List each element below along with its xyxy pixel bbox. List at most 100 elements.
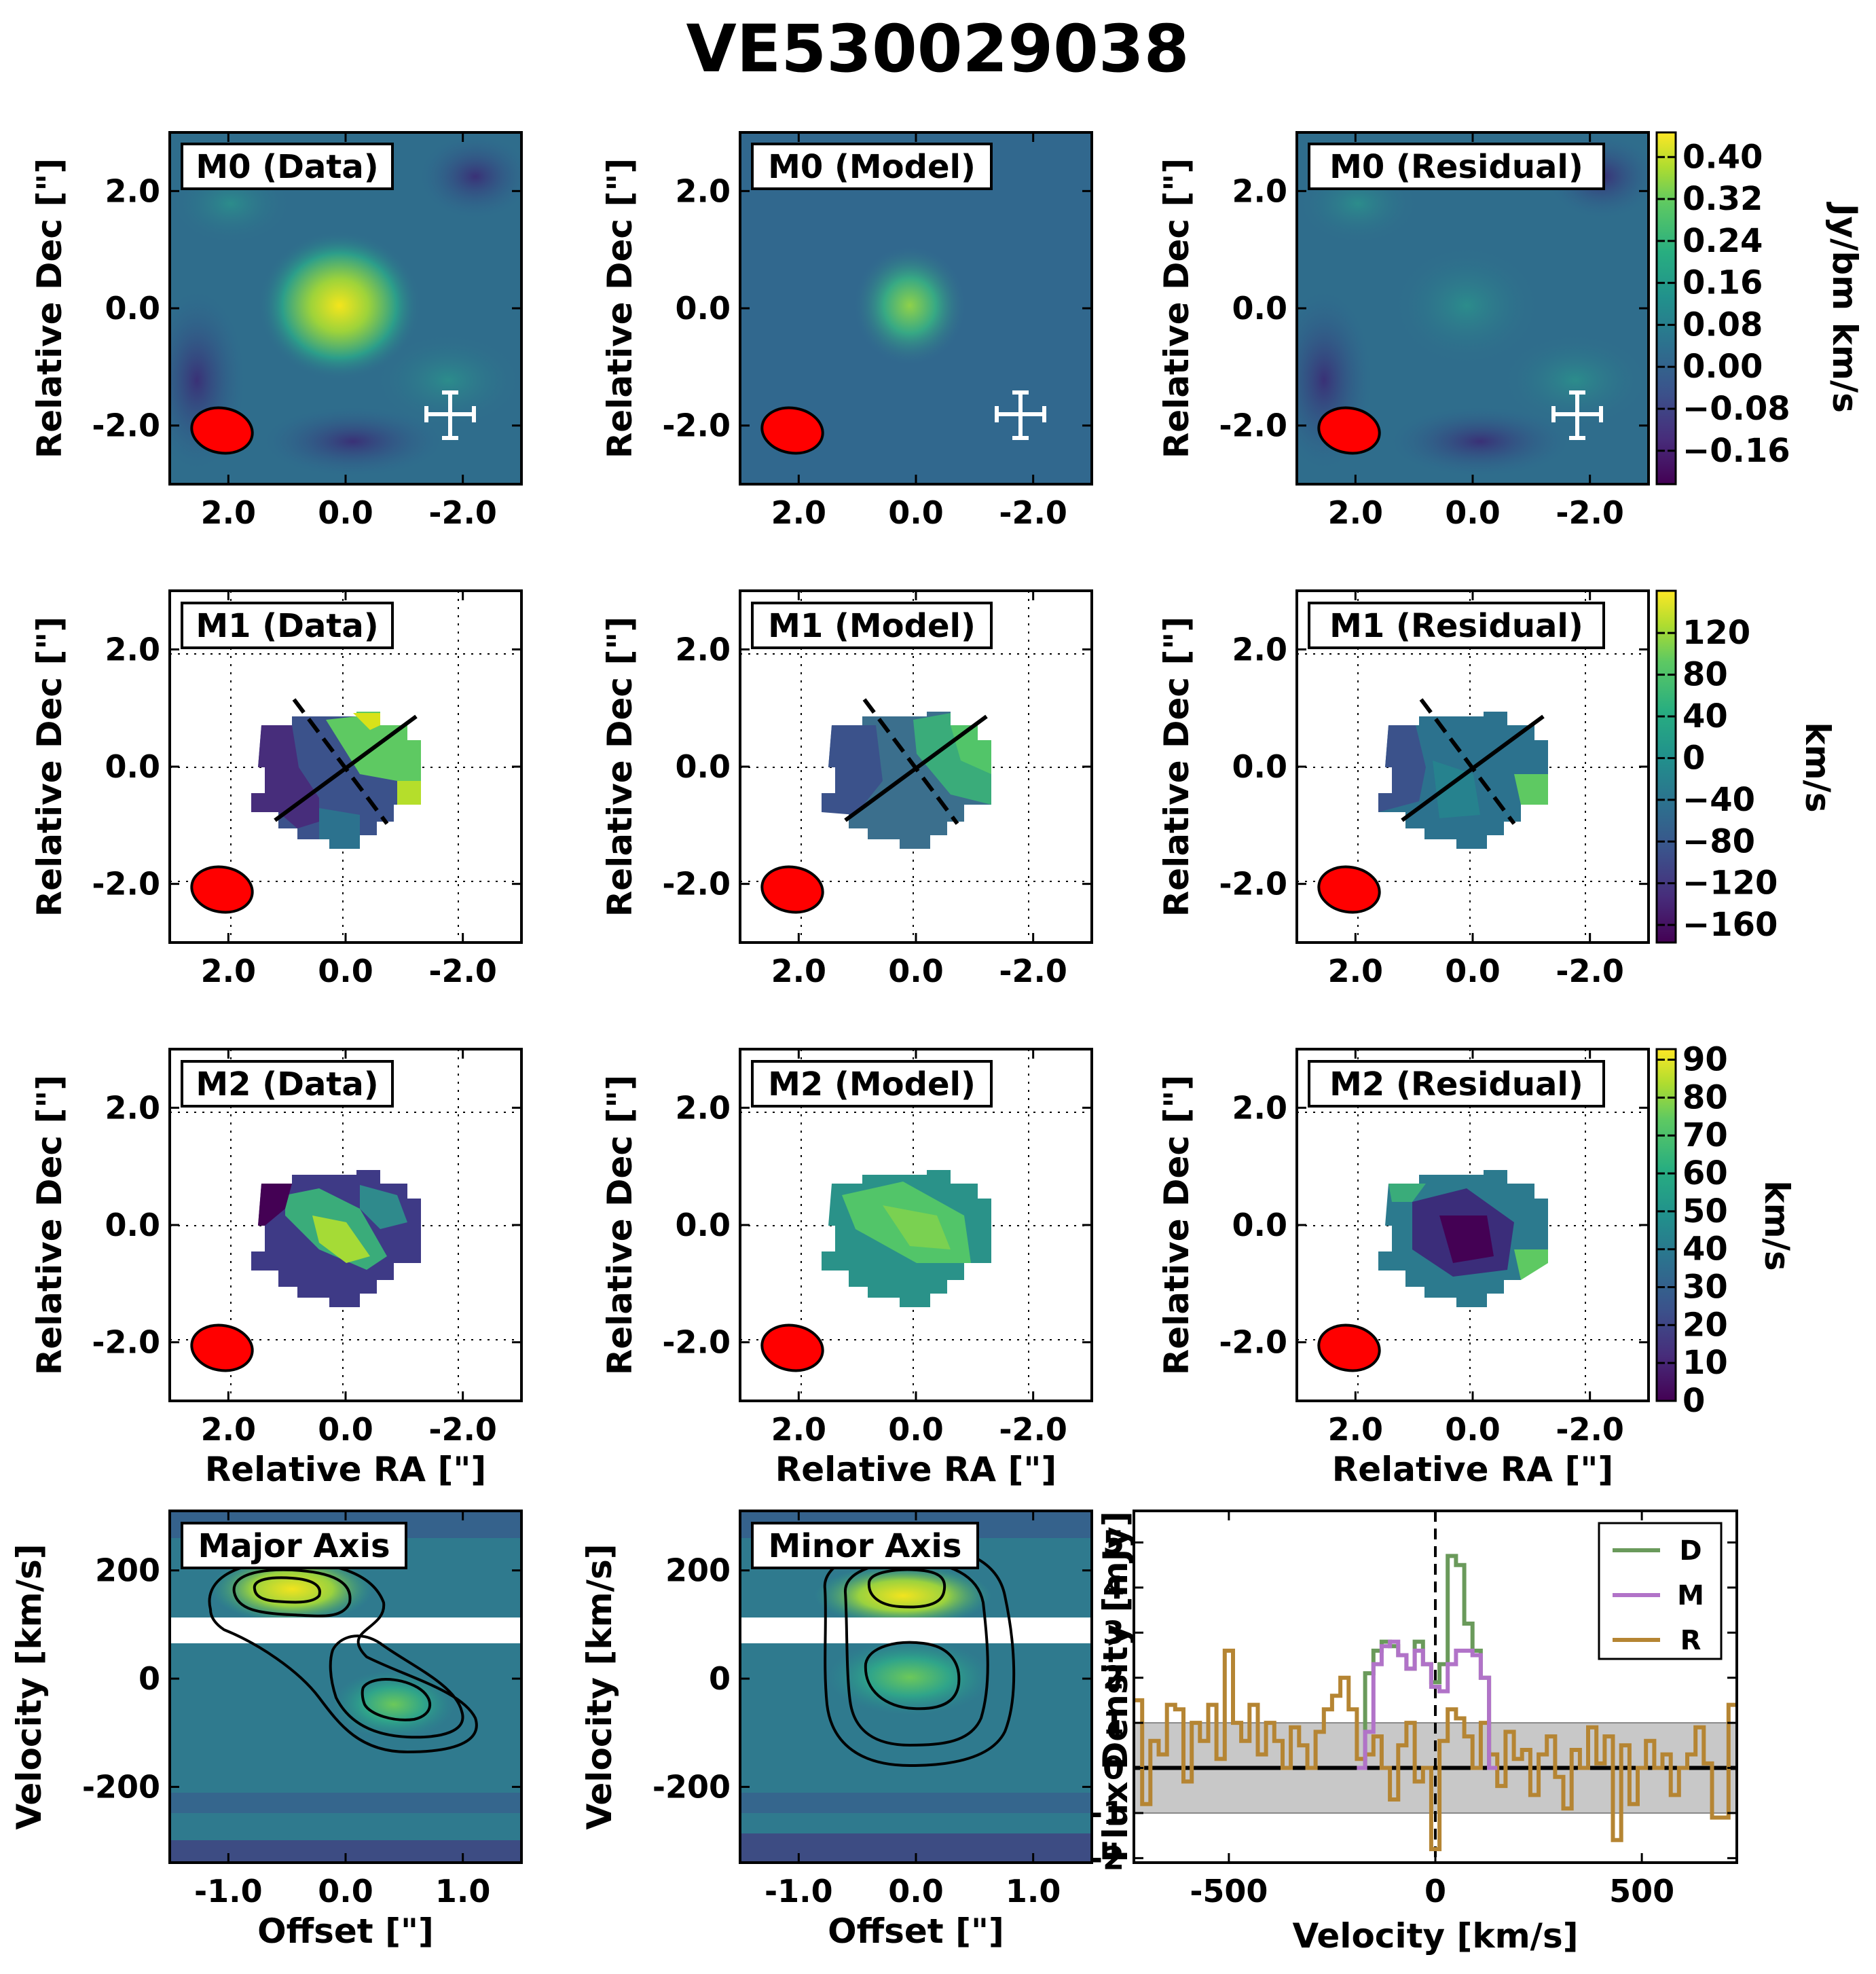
- y-tick-label: 0: [709, 1660, 731, 1697]
- x-tick-label: -2.0: [999, 1411, 1067, 1448]
- y-tick-label: 0.0: [676, 290, 731, 327]
- x-tick-label: 0.0: [1445, 953, 1501, 989]
- m0-residual-panel: M0 (Residual): [1295, 131, 1650, 486]
- colorbar-tick-label: −0.08: [1682, 390, 1790, 428]
- m0-colorbar-label: Jy/bm km/s: [1825, 202, 1864, 413]
- y-tick-label: -2.0: [92, 866, 160, 902]
- x-axis-label: Offset ["]: [257, 1912, 434, 1951]
- m1-data-label-box: M1 (Data): [181, 602, 394, 649]
- spectrum-y-tick-label: 2: [1103, 1660, 1124, 1696]
- m2-residual-label: M2 (Residual): [1329, 1065, 1583, 1103]
- m2-model-dispersion-field: [822, 1170, 991, 1307]
- y-tick-label: 200: [665, 1552, 731, 1589]
- beam-ellipse: [760, 1323, 824, 1372]
- error-cross: [995, 390, 1046, 440]
- x-tick-label: -2.0: [1556, 494, 1624, 531]
- m1-model-label: M1 (Model): [768, 607, 976, 645]
- m1-residual-panel: M1 (Residual): [1295, 589, 1650, 944]
- x-tick-label: -1.0: [194, 1873, 263, 1909]
- y-axis-label: Relative Dec ["]: [30, 617, 69, 917]
- m2-residual-dispersion-field: [1378, 1170, 1548, 1307]
- pv-major-label-box: Major Axis: [181, 1522, 407, 1569]
- m2-residual-label-box: M2 (Residual): [1308, 1060, 1605, 1108]
- m2-residual-panel: M2 (Residual): [1295, 1048, 1650, 1402]
- y-tick-label: 0.0: [105, 290, 161, 327]
- colorbar-tick-label: −40: [1682, 781, 1755, 819]
- y-tick-label: 0: [139, 1660, 160, 1697]
- m1-residual-minor-axis: [1419, 698, 1516, 825]
- beam-ellipse: [190, 865, 254, 914]
- pv-major-contours: [208, 1560, 478, 1754]
- colorbar-tick-label: 0.32: [1682, 180, 1763, 218]
- beam-ellipse: [190, 1323, 254, 1372]
- y-tick-label: 2.0: [676, 172, 731, 209]
- x-tick-label: 0.0: [888, 1411, 944, 1448]
- x-tick-label: 0.0: [318, 494, 373, 531]
- m2-data-dispersion-field: [251, 1170, 421, 1307]
- m1-residual-label-box: M1 (Residual): [1308, 602, 1605, 649]
- m2-data-panel: M2 (Data): [168, 1048, 523, 1402]
- m1-colorbar-label: km/s: [1798, 722, 1837, 812]
- x-axis-label: Relative RA ["]: [1332, 1450, 1614, 1489]
- spectrum-x-tick-label: -500: [1190, 1873, 1268, 1909]
- m0-model-label-box: M0 (Model): [751, 143, 993, 190]
- y-axis-label: Relative Dec ["]: [600, 617, 640, 917]
- m0-model-label: M0 (Model): [768, 148, 976, 186]
- pv-minor-masked-band: [740, 1617, 1092, 1643]
- y-axis-label: Relative Dec ["]: [1157, 158, 1196, 458]
- spectrum-y-tick-label: -2: [1090, 1840, 1124, 1876]
- legend-label-D: D: [1679, 1535, 1702, 1567]
- x-tick-label: 0.0: [888, 953, 944, 989]
- y-tick-label: -200: [652, 1768, 731, 1805]
- y-tick-label: 2.0: [105, 172, 161, 209]
- x-tick-label: 2.0: [1328, 953, 1384, 989]
- colorbar-tick-label: 120: [1682, 614, 1750, 652]
- m1-residual-label: M1 (Residual): [1329, 607, 1583, 645]
- beam-ellipse: [1317, 406, 1381, 455]
- x-axis-label: Relative RA ["]: [775, 1450, 1057, 1489]
- colorbar-tick-label: 0.08: [1682, 306, 1763, 344]
- y-tick-label: -2.0: [1219, 866, 1287, 902]
- x-tick-label: 1.0: [1006, 1873, 1061, 1909]
- m1-model-label-box: M1 (Model): [751, 602, 993, 649]
- pv-axes: -1.0 0.0 1.0 200 0 -200 Offset ["] Velocity [km…: [10, 1511, 1092, 1951]
- beam-ellipse: [190, 406, 254, 455]
- beam-ellipse: [760, 865, 824, 914]
- y-axis-label: Relative Dec ["]: [1157, 617, 1196, 917]
- x-tick-label: 2.0: [201, 953, 257, 989]
- colorbar-tick-label: 0: [1682, 1382, 1705, 1420]
- spectrum-panel: -500 0 500 5 4 3 2 1 0 -1 -2 Velocity [km/s] Flux …: [1090, 1510, 1738, 1956]
- y-tick-label: 0.0: [1232, 290, 1288, 327]
- x-tick-label: -2.0: [428, 953, 497, 989]
- spectrum-y-tick-label: -1: [1090, 1795, 1124, 1831]
- m2-colorbar-label: km/s: [1757, 1180, 1797, 1271]
- legend-label-M: M: [1677, 1580, 1704, 1611]
- spectrum-y-tick-label: 3: [1103, 1614, 1124, 1651]
- x-tick-label: 2.0: [771, 494, 827, 531]
- spectrum-series-M-line: [1357, 1639, 1498, 1770]
- y-tick-label: 0.0: [676, 748, 731, 785]
- spectrum-y-tick-label: 4: [1103, 1569, 1124, 1606]
- colorbar-tick-label: 0.16: [1682, 264, 1763, 302]
- m0-model-panel: M0 (Model): [739, 131, 1093, 486]
- x-tick-label: 2.0: [771, 953, 827, 989]
- y-tick-label: -2.0: [1219, 407, 1287, 444]
- y-tick-label: 200: [95, 1552, 160, 1589]
- m1-model-minor-axis: [862, 698, 959, 825]
- spectrum-y-tick-label: 5: [1103, 1524, 1124, 1560]
- x-tick-label: 1.0: [435, 1873, 491, 1909]
- m0-data-panel: M0 (Data): [168, 131, 523, 486]
- m0-residual-label-box: M0 (Residual): [1308, 143, 1605, 190]
- y-axis-label: Relative Dec ["]: [1157, 1075, 1196, 1375]
- colorbar-tick-label: 0.40: [1682, 138, 1763, 176]
- spectrum-xlabel: Velocity [km/s]: [1292, 1916, 1578, 1956]
- colorbar-tick-label: 0: [1682, 739, 1705, 777]
- pv-major-emission: [210, 1555, 373, 1623]
- x-tick-label: -2.0: [999, 494, 1067, 531]
- y-tick-label: 2.0: [676, 631, 731, 668]
- m0-data-label: M0 (Data): [196, 148, 378, 186]
- x-tick-label: -2.0: [1556, 1411, 1624, 1448]
- x-tick-label: 0.0: [1445, 494, 1501, 531]
